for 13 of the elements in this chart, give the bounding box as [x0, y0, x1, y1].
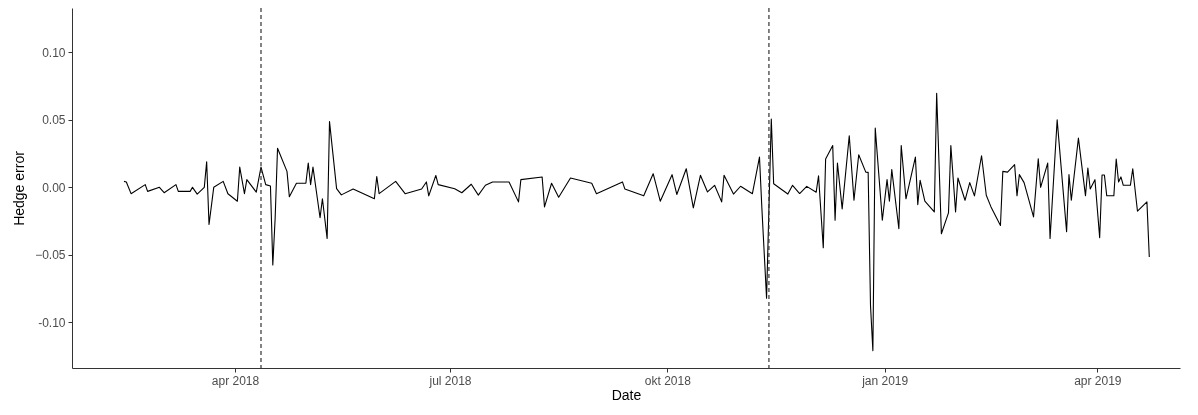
y-tick-label: -0.10 — [38, 315, 66, 330]
y-tick-label: −0.05 — [35, 248, 66, 263]
x-tick-label: jan 2019 — [861, 373, 909, 388]
x-tick-label: apr 2019 — [1074, 373, 1122, 388]
y-tick-label: 0.10 — [42, 45, 66, 60]
y-tick-label: 0.05 — [42, 113, 66, 128]
y-axis-title: Hedge error — [11, 150, 28, 226]
x-tick-label: apr 2018 — [211, 373, 260, 388]
x-tick-label: okt 2018 — [644, 373, 692, 388]
y-tick-label: 0.00 — [42, 180, 66, 195]
line-series — [123, 92, 1150, 352]
x-tick-label: jul 2018 — [428, 373, 472, 388]
x-axis-title: Date — [611, 386, 642, 403]
